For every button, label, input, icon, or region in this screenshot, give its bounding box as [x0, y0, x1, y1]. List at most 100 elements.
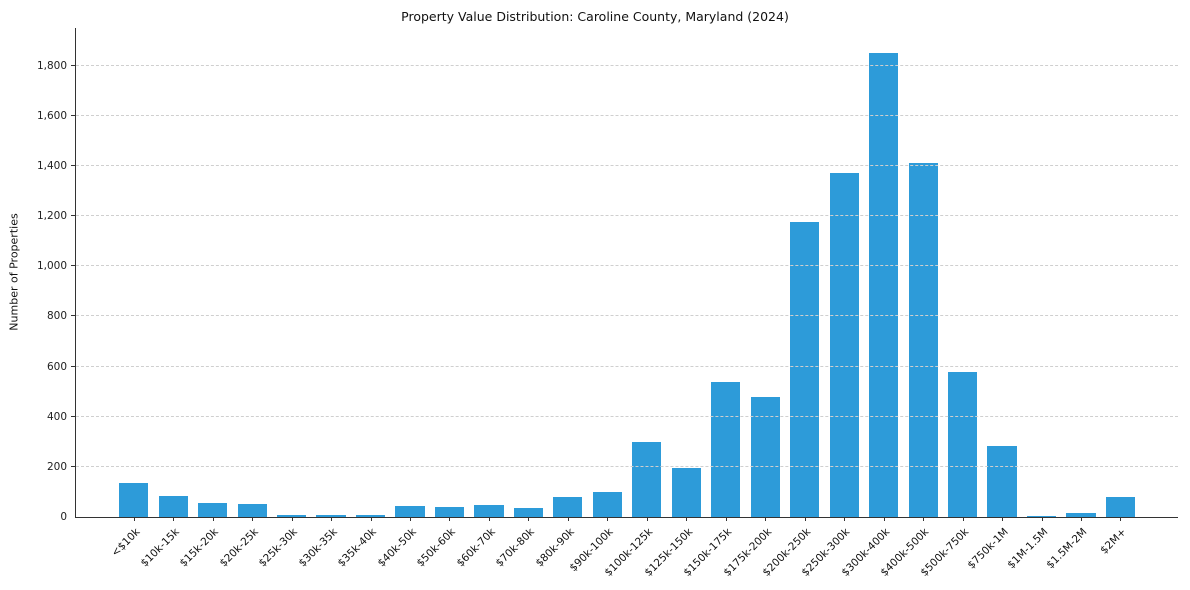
x-tick-mark: [1080, 517, 1082, 521]
x-tick-mark: [567, 517, 569, 521]
gridline: [76, 465, 1178, 467]
bars-container: <$10k $10k-15k $15k-20k $20k-25k $25k-30k $30…: [76, 28, 1178, 579]
bar-slot: $750k-1M: [965, 28, 1021, 571]
x-tick-mark: [844, 517, 846, 521]
y-tick-label: 200: [46, 460, 67, 473]
x-tick-mark: [646, 517, 648, 521]
y-tick-label: 1,200: [36, 210, 67, 223]
x-tick-label: $60k-70k: [454, 526, 498, 570]
bar-slot: $400k-500k: [879, 28, 942, 579]
x-tick-label: $15k-20k: [177, 526, 222, 570]
bar-slot: $2M+: [1098, 28, 1140, 557]
x-tick-mark: [962, 517, 964, 521]
plot-area: <$10k $10k-15k $15k-20k $20k-25k $25k-30k $30…: [37, 28, 1178, 579]
x-tick-mark: [133, 517, 135, 521]
y-tick-label: 800: [46, 310, 67, 323]
bar: [1105, 496, 1136, 517]
y-tick-label: 0: [60, 511, 67, 523]
x-tick-mark: [725, 517, 727, 521]
bar: [1026, 515, 1057, 517]
bar-slot: $1.5M-2M: [1044, 28, 1100, 571]
x-tick-label: $30k-35k: [296, 526, 340, 570]
bar: [316, 514, 346, 517]
gridline: [76, 415, 1178, 417]
bar: [632, 441, 662, 517]
x-tick-label: $40k-50k: [375, 526, 419, 570]
gridline: [76, 265, 1178, 267]
y-tick-mark: [71, 315, 76, 317]
bar-slot: $35k-40k: [336, 28, 390, 569]
x-tick-mark: [410, 517, 412, 521]
gridline: [76, 114, 1178, 116]
bar: [829, 173, 859, 517]
gridline: [76, 215, 1178, 217]
bar: [237, 504, 267, 517]
x-tick-label: $25k-30k: [256, 526, 301, 570]
x-tick-mark: [1002, 517, 1004, 521]
bar: [434, 506, 465, 517]
y-tick-label: 600: [46, 360, 67, 373]
gridline: [76, 164, 1178, 166]
bar-slot: $80k-90k: [533, 28, 587, 569]
bar: [592, 491, 622, 517]
bar: [513, 508, 544, 517]
bar: [198, 503, 228, 517]
y-tick-label: 400: [46, 410, 67, 423]
bar: [790, 222, 820, 517]
x-tick-mark: [291, 517, 293, 521]
x-tick-mark: [173, 517, 175, 521]
bar: [395, 505, 425, 517]
x-tick-label: $20k-25k: [217, 526, 261, 570]
x-tick-mark: [923, 517, 925, 521]
x-tick-mark: [331, 517, 333, 521]
y-tick-mark: [71, 415, 76, 417]
x-tick-label: $2M+: [1098, 526, 1129, 557]
y-tick-mark: [71, 114, 76, 116]
y-tick-label: 1,600: [36, 109, 67, 122]
x-tick-mark: [528, 517, 530, 521]
bar-slot: $500k-750k: [918, 28, 982, 579]
y-axis-label: Number of Properties: [7, 213, 21, 331]
bar: [711, 381, 741, 517]
bar-slot: $300k-400k: [839, 28, 903, 579]
y-tick-mark: [71, 215, 76, 217]
bar: [355, 514, 386, 517]
bar: [474, 504, 504, 517]
bar-slot: $150k-175k: [681, 28, 745, 579]
gridline: [76, 365, 1178, 367]
x-tick-mark: [686, 517, 688, 521]
bar-slot: $200k-250k: [760, 28, 824, 579]
x-tick-label: $50k-60k: [414, 526, 458, 570]
x-tick-label: $1.5M-2M: [1044, 526, 1090, 572]
bar: [119, 483, 149, 517]
x-tick-mark: [370, 517, 372, 521]
gridline: [76, 315, 1178, 317]
bar: [750, 396, 780, 517]
y-tick-label: 1,000: [36, 260, 67, 273]
y-tick-label: 1,800: [36, 59, 67, 72]
x-tick-mark: [1120, 517, 1122, 521]
bar: [277, 515, 307, 517]
bar: [908, 163, 938, 517]
x-tick-label: $35k-40k: [335, 526, 380, 570]
x-tick-mark: [449, 517, 451, 521]
bar-slot: $100k-125k: [602, 28, 666, 579]
bar-slot: $25k-30k: [257, 28, 311, 569]
bar: [1066, 513, 1096, 517]
x-tick-label: $1M-1.5M: [1004, 526, 1051, 572]
y-tick-mark: [71, 64, 76, 66]
x-tick-mark: [1041, 517, 1043, 521]
bar-slot: $10k-15k: [138, 28, 192, 569]
chart-title: Property Value Distribution: Caroline Co…: [401, 9, 789, 24]
x-tick-mark: [212, 517, 214, 521]
y-tick-mark: [71, 164, 76, 166]
x-tick-label: $70k-80k: [493, 526, 537, 570]
gridline: [76, 64, 1178, 66]
bar-slot: $125k-150k: [642, 28, 706, 579]
y-tick-mark: [71, 265, 76, 267]
x-tick-mark: [765, 517, 767, 521]
bar: [947, 371, 978, 517]
bar-slot: $30k-35k: [296, 28, 350, 569]
x-tick-mark: [883, 517, 885, 521]
